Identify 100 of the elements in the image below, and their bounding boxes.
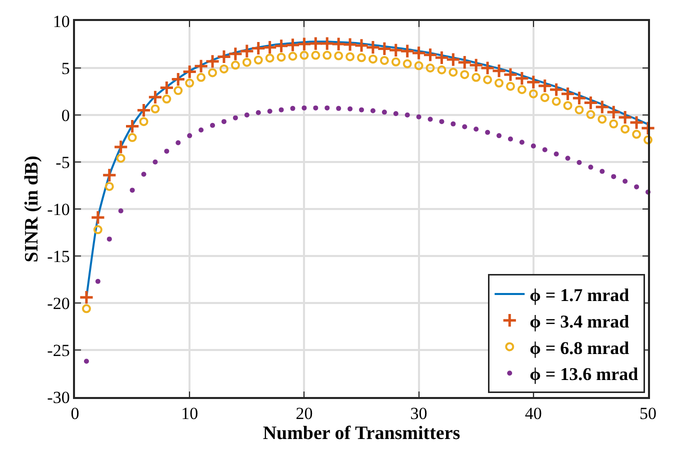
point [450, 121, 456, 126]
point [216, 49, 232, 64]
point [609, 119, 618, 128]
point [434, 50, 450, 66]
point [176, 140, 181, 146]
point [239, 44, 254, 59]
y-axis-title: SINR (in dB) [22, 156, 43, 262]
point [560, 86, 576, 102]
point [393, 111, 398, 116]
point [296, 36, 312, 52]
point [141, 172, 146, 177]
point [446, 52, 461, 68]
point [542, 147, 548, 152]
point [128, 133, 137, 142]
point [530, 144, 536, 149]
point [300, 50, 309, 60]
point [388, 42, 404, 58]
point [611, 174, 616, 180]
point [113, 139, 128, 155]
point [290, 106, 296, 111]
point [480, 60, 496, 76]
point [198, 128, 204, 133]
point [528, 89, 538, 98]
point [640, 120, 656, 136]
point [348, 106, 353, 112]
point [472, 72, 481, 82]
point [228, 46, 243, 62]
point [563, 101, 572, 110]
point [262, 40, 278, 55]
point [462, 124, 468, 130]
point [618, 110, 633, 125]
point [208, 68, 218, 78]
point [162, 94, 172, 104]
point [460, 70, 470, 80]
point [632, 130, 642, 139]
point [554, 152, 559, 157]
point [474, 126, 479, 132]
point [311, 50, 320, 60]
point [288, 52, 298, 61]
y-tick-label: -25 [47, 340, 70, 360]
point [448, 68, 458, 77]
point [517, 85, 526, 94]
point [485, 130, 490, 135]
point [230, 60, 240, 70]
point [84, 358, 89, 364]
point [502, 67, 518, 82]
point [422, 47, 438, 62]
y-tick-label: -10 [47, 200, 70, 219]
y-tick-label: -20 [47, 294, 70, 313]
point [483, 75, 492, 84]
point [402, 59, 412, 68]
point [148, 90, 163, 105]
y-tick-label: -15 [47, 246, 70, 266]
point [116, 154, 126, 163]
point [359, 107, 364, 112]
point [150, 104, 160, 114]
point [426, 64, 435, 72]
point [174, 86, 183, 96]
point [411, 45, 426, 61]
legend-label: ϕ = 13.6 mrad [530, 364, 638, 384]
point [204, 54, 220, 69]
point [365, 40, 381, 55]
y-tick-label: -30 [47, 388, 70, 407]
x-tick-label: 10 [181, 404, 198, 424]
point [519, 140, 524, 145]
point [540, 93, 550, 102]
point [102, 168, 117, 183]
point [576, 160, 582, 165]
point [308, 36, 324, 52]
point [391, 57, 400, 66]
point [194, 58, 209, 74]
point [380, 56, 389, 65]
point [376, 41, 392, 56]
point [182, 64, 198, 80]
point [124, 118, 140, 134]
point [588, 164, 594, 170]
point [331, 36, 346, 52]
point [414, 61, 424, 70]
point [221, 119, 226, 124]
point [368, 54, 378, 64]
legend-label: ϕ = 6.8 mrad [530, 338, 630, 358]
x-tick-label: 30 [410, 404, 428, 424]
point [526, 74, 541, 90]
point [342, 36, 358, 52]
point [548, 82, 564, 98]
point [494, 78, 504, 88]
point [491, 63, 507, 78]
point [506, 82, 515, 91]
point [336, 106, 342, 111]
x-tick-label: 40 [524, 404, 542, 424]
point [267, 108, 272, 114]
point [322, 50, 332, 60]
point [164, 148, 170, 154]
point [334, 51, 344, 60]
point [210, 122, 216, 128]
point [185, 78, 194, 88]
point [594, 99, 610, 115]
point [82, 304, 91, 314]
point [254, 56, 263, 65]
point [404, 112, 410, 118]
